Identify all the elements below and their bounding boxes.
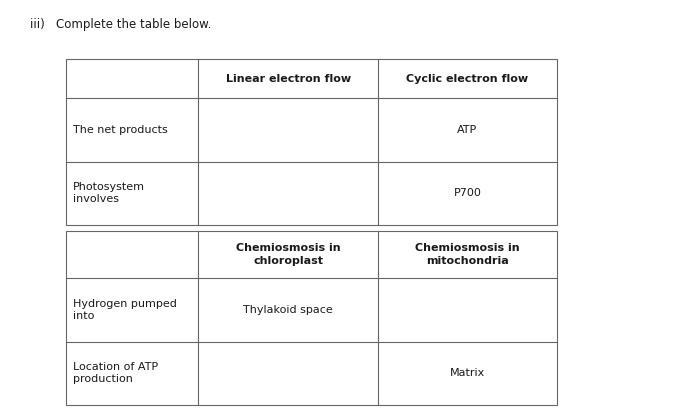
- Text: Cyclic electron flow: Cyclic electron flow: [406, 74, 529, 84]
- Text: Matrix: Matrix: [450, 368, 485, 378]
- Text: The net products: The net products: [73, 125, 168, 135]
- Bar: [66, 231, 557, 405]
- Text: Chemiosmosis in
chloroplast: Chemiosmosis in chloroplast: [236, 243, 341, 266]
- Text: Linear electron flow: Linear electron flow: [225, 74, 351, 84]
- Text: Hydrogen pumped
into: Hydrogen pumped into: [73, 299, 177, 321]
- Bar: [66, 59, 557, 225]
- Text: Photosystem
involves: Photosystem involves: [73, 182, 145, 204]
- Text: ATP: ATP: [458, 125, 477, 135]
- Text: P700: P700: [454, 188, 481, 198]
- Text: Thylakoid space: Thylakoid space: [243, 305, 333, 315]
- Text: Chemiosmosis in
mitochondria: Chemiosmosis in mitochondria: [415, 243, 520, 266]
- Text: Location of ATP
production: Location of ATP production: [73, 362, 158, 384]
- Text: iii)   Complete the table below.: iii) Complete the table below.: [30, 18, 212, 31]
